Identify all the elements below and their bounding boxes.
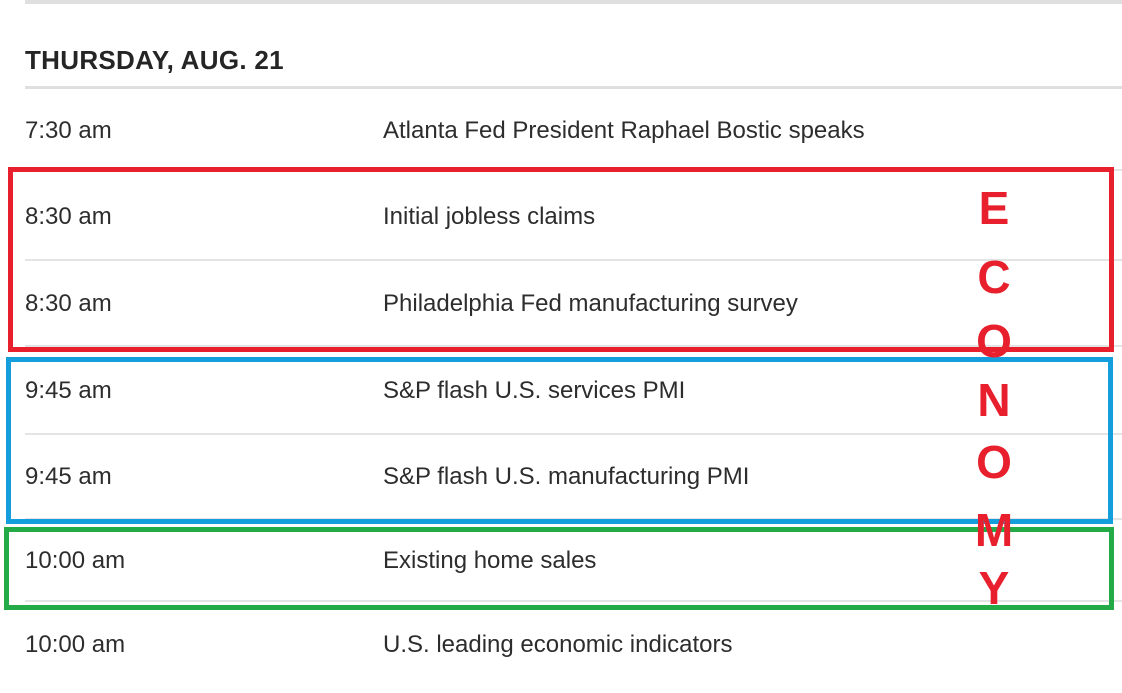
vertical-letter: E: [978, 182, 1010, 234]
table-row: 8:30 am Philadelphia Fed manufacturing s…: [0, 260, 1122, 347]
row-event: S&P flash U.S. manufacturing PMI: [383, 463, 750, 490]
row-divider: [25, 259, 1122, 261]
page-title: THURSDAY, AUG. 21: [25, 45, 284, 76]
green-annotation-box: [4, 527, 1114, 610]
row-time: 9:45 am: [25, 463, 112, 490]
row-time: 7:30 am: [25, 117, 112, 144]
row-event: S&P flash U.S. services PMI: [383, 376, 686, 404]
vertical-letter: N: [977, 374, 1011, 426]
row-time: 8:30 am: [25, 202, 112, 230]
vertical-letter: C: [977, 251, 1011, 303]
row-divider: [25, 345, 1122, 347]
row-event: Atlanta Fed President Raphael Bostic spe…: [383, 117, 865, 144]
table-row: 10:00 am U.S. leading economic indicator…: [0, 601, 1122, 688]
table-row: 9:45 am S&P flash U.S. manufacturing PMI: [0, 434, 1122, 520]
row-event: Existing home sales: [383, 546, 597, 574]
table-row: 8:30 am Initial jobless claims: [0, 173, 1122, 260]
table-row: 7:30 am Atlanta Fed President Raphael Bo…: [0, 89, 1122, 173]
vertical-letter: M: [974, 504, 1014, 556]
vertical-letter: O: [976, 436, 1012, 488]
heading-divider: [25, 86, 1122, 89]
row-time: 10:00 am: [25, 630, 126, 658]
row-time: 9:45 am: [25, 376, 112, 404]
blue-annotation-box: [6, 357, 1113, 524]
row-event: Philadelphia Fed manufacturing survey: [383, 289, 798, 317]
table-row: 9:45 am S&P flash U.S. services PMI: [0, 347, 1122, 434]
vertical-letter: Y: [978, 562, 1010, 614]
vertical-letter: O: [976, 315, 1012, 367]
row-event: U.S. leading economic indicators: [383, 630, 733, 658]
red-annotation-box: [8, 167, 1114, 352]
row-event: Initial jobless claims: [383, 202, 596, 230]
row-time: 8:30 am: [25, 289, 112, 317]
row-time: 10:00 am: [25, 546, 126, 574]
row-divider: [25, 433, 1122, 435]
row-divider: [25, 600, 1122, 602]
table-row: 10:00 am Existing home sales: [0, 520, 1122, 601]
top-rule: [25, 0, 1122, 4]
